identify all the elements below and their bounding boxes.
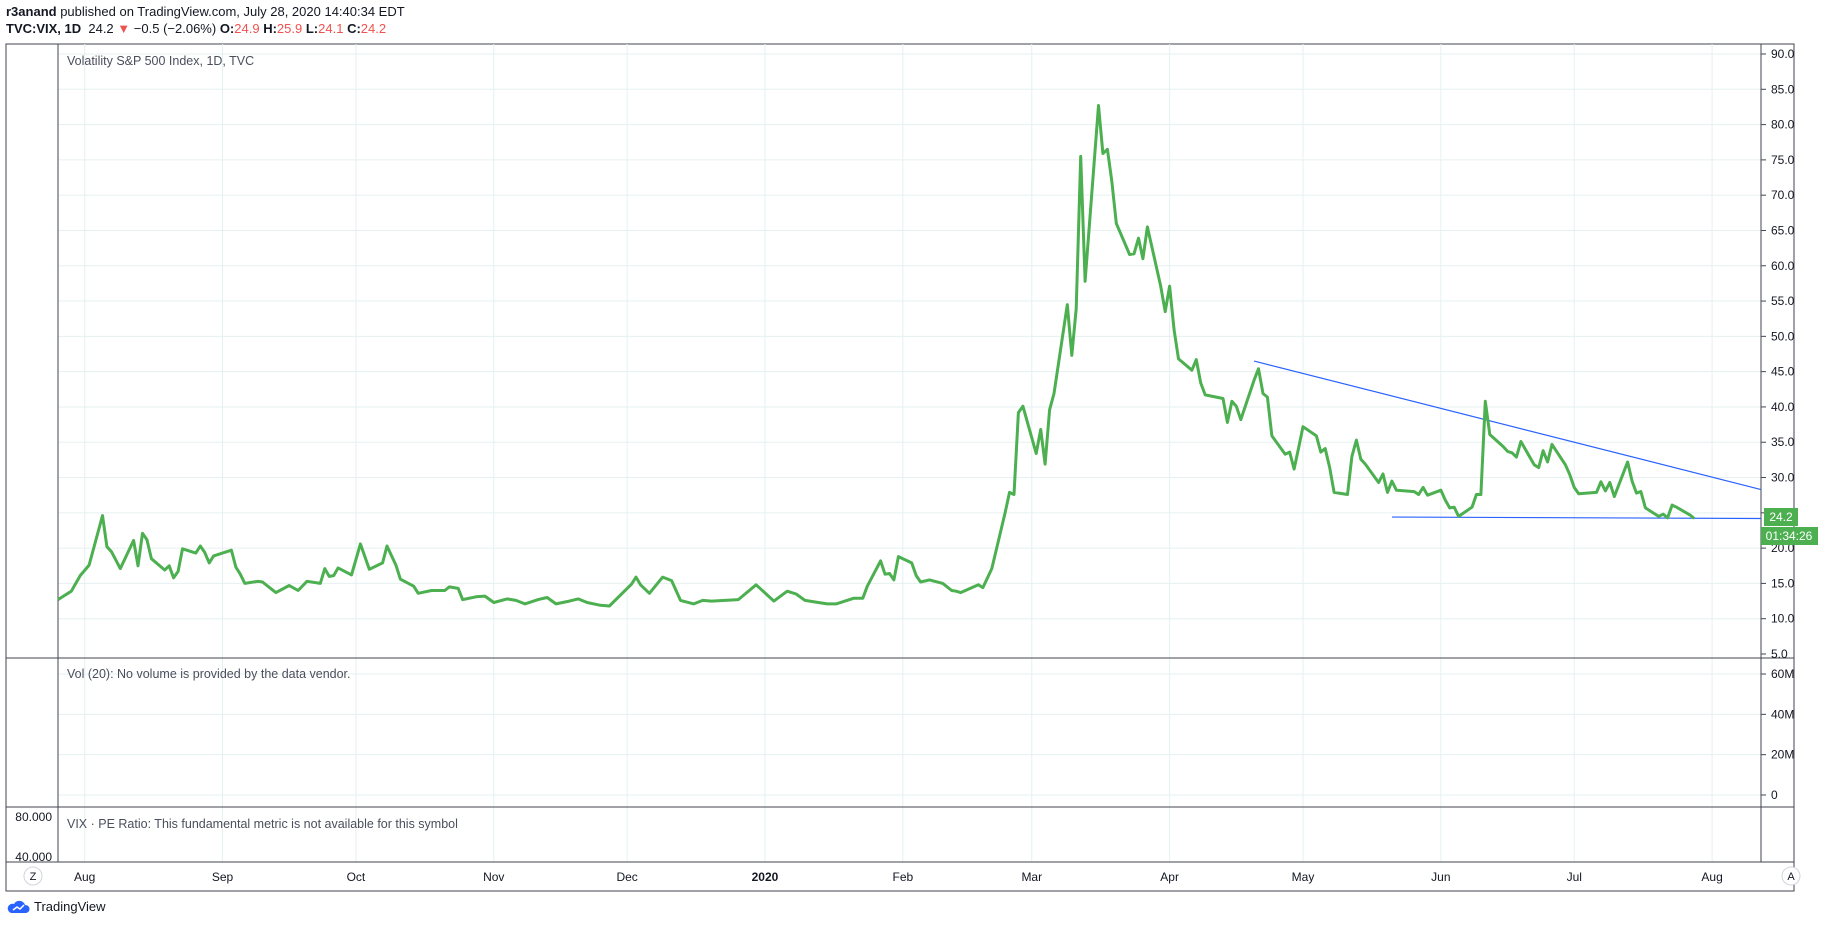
price-tick-label: 50.0 bbox=[1771, 329, 1795, 343]
pe-axis-label-top: 80.000 bbox=[15, 810, 52, 824]
time-tick-label: May bbox=[1292, 870, 1315, 884]
price-tick-label: 5.0 bbox=[1771, 647, 1788, 661]
time-tick-label: Mar bbox=[1021, 870, 1042, 884]
price-tick-label: 30.0 bbox=[1771, 471, 1795, 485]
price-tick-label: 15.0 bbox=[1771, 576, 1795, 590]
price-tick-label: 80.0 bbox=[1771, 118, 1795, 132]
price-tick-label: 75.0 bbox=[1771, 153, 1795, 167]
trendline bbox=[1391, 516, 1762, 520]
time-tick-label: Dec bbox=[616, 870, 637, 884]
open-label: O: bbox=[219, 21, 235, 36]
last-price: 24.2 bbox=[88, 21, 114, 36]
price-tick-label: 90.0 bbox=[1771, 47, 1795, 61]
time-tick-label: Jul bbox=[1567, 870, 1582, 884]
ohlc-line: TVC:VIX, 1D 24.2 ▼ −0.5 (−2.06%) O:24.9 … bbox=[6, 20, 405, 37]
price-tick-label: 65.0 bbox=[1771, 223, 1795, 237]
price-tick-label: 55.0 bbox=[1771, 294, 1795, 308]
pe-pane-title: VIX · PE Ratio: This fundamental metric … bbox=[67, 817, 458, 831]
volume-axis[interactable]: 60M 40M 20M 0 bbox=[1761, 667, 1794, 802]
volume-tick-label: 60M bbox=[1771, 667, 1794, 681]
trendlines[interactable] bbox=[1253, 360, 1762, 520]
price-badge-text: 24.2 bbox=[1769, 510, 1793, 524]
low-label: L: bbox=[305, 21, 319, 36]
published-text: published on TradingView.com, July 28, 2… bbox=[60, 4, 405, 19]
price-change: −0.5 (−2.06%) bbox=[133, 21, 217, 36]
timer-badge: 01:34:26 bbox=[1761, 527, 1818, 545]
volume-tick-label: 40M bbox=[1771, 707, 1794, 721]
publish-line: r3anand published on TradingView.com, Ju… bbox=[6, 3, 405, 20]
time-tick-label: Apr bbox=[1160, 870, 1179, 884]
price-tick-label: 60.0 bbox=[1771, 259, 1795, 273]
price-tick-label: 45.0 bbox=[1771, 365, 1795, 379]
open-value: 24.9 bbox=[234, 21, 260, 36]
grid bbox=[58, 44, 1761, 862]
auto-scale-button-left[interactable]: Z bbox=[23, 866, 43, 886]
chart-frame bbox=[5, 43, 1795, 892]
z-button-bg[interactable] bbox=[23, 866, 43, 886]
vix-series-line bbox=[57, 104, 1696, 608]
time-axis[interactable]: Aug Sep Oct Nov Dec 2020 Feb Mar Apr May Jun Jul Aug bbox=[74, 870, 1723, 884]
cloud-icon bbox=[7, 900, 30, 913]
chart-header: r3anand published on TradingView.com, Ju… bbox=[6, 3, 405, 37]
time-tick-label: Nov bbox=[483, 870, 504, 884]
timer-badge-text: 01:34:26 bbox=[1766, 529, 1813, 543]
tradingview-logo[interactable]: TradingView bbox=[6, 899, 106, 914]
a-button-label[interactable]: A bbox=[1787, 871, 1795, 883]
change-arrow-icon: ▼ bbox=[117, 21, 131, 36]
price-tick-label: 35.0 bbox=[1771, 435, 1795, 449]
price-tick-label: 10.0 bbox=[1771, 612, 1795, 626]
volume-tick-label: 20M bbox=[1771, 748, 1794, 762]
publisher-name[interactable]: r3anand bbox=[6, 4, 57, 19]
time-tick-label: Oct bbox=[347, 870, 366, 884]
main-pane-title: Volatility S&P 500 Index, 1D, TVC bbox=[67, 54, 254, 68]
price-badge: 24.2 bbox=[1764, 508, 1798, 526]
time-tick-label: Jun bbox=[1431, 870, 1450, 884]
high-value: 25.9 bbox=[276, 21, 303, 36]
volume-tick-label: 0 bbox=[1771, 788, 1778, 802]
trendline bbox=[1253, 360, 1762, 491]
time-tick-label: Aug bbox=[74, 870, 95, 884]
timer-badge-bg bbox=[1761, 527, 1818, 545]
price-tick-label: 70.0 bbox=[1771, 188, 1795, 202]
close-value: 24.2 bbox=[360, 21, 387, 36]
time-tick-label: 2020 bbox=[752, 870, 779, 884]
close-label: C: bbox=[347, 21, 361, 36]
time-tick-label: Feb bbox=[892, 870, 913, 884]
time-tick-label: Sep bbox=[212, 870, 234, 884]
price-badge-bg bbox=[1764, 508, 1798, 526]
price-tick-label: 85.0 bbox=[1771, 82, 1795, 96]
price-tick-label: 40.0 bbox=[1771, 400, 1795, 414]
price-axis[interactable]: 5.010.015.020.025.030.035.040.045.050.05… bbox=[1761, 47, 1795, 661]
z-button-label[interactable]: Z bbox=[30, 871, 37, 883]
pe-axis-label-bottom: 40.000 bbox=[15, 850, 52, 864]
volume-pane-title: Vol (20): No volume is provided by the d… bbox=[67, 667, 351, 681]
time-tick-label: Aug bbox=[1701, 870, 1722, 884]
a-button-bg[interactable] bbox=[1781, 866, 1801, 886]
symbol-label: TVC:VIX, 1D bbox=[6, 21, 82, 36]
high-label: H: bbox=[263, 21, 277, 36]
auto-scale-button-right[interactable]: A bbox=[1781, 866, 1801, 886]
low-value: 24.1 bbox=[318, 21, 344, 36]
brand-name: TradingView bbox=[34, 899, 106, 914]
